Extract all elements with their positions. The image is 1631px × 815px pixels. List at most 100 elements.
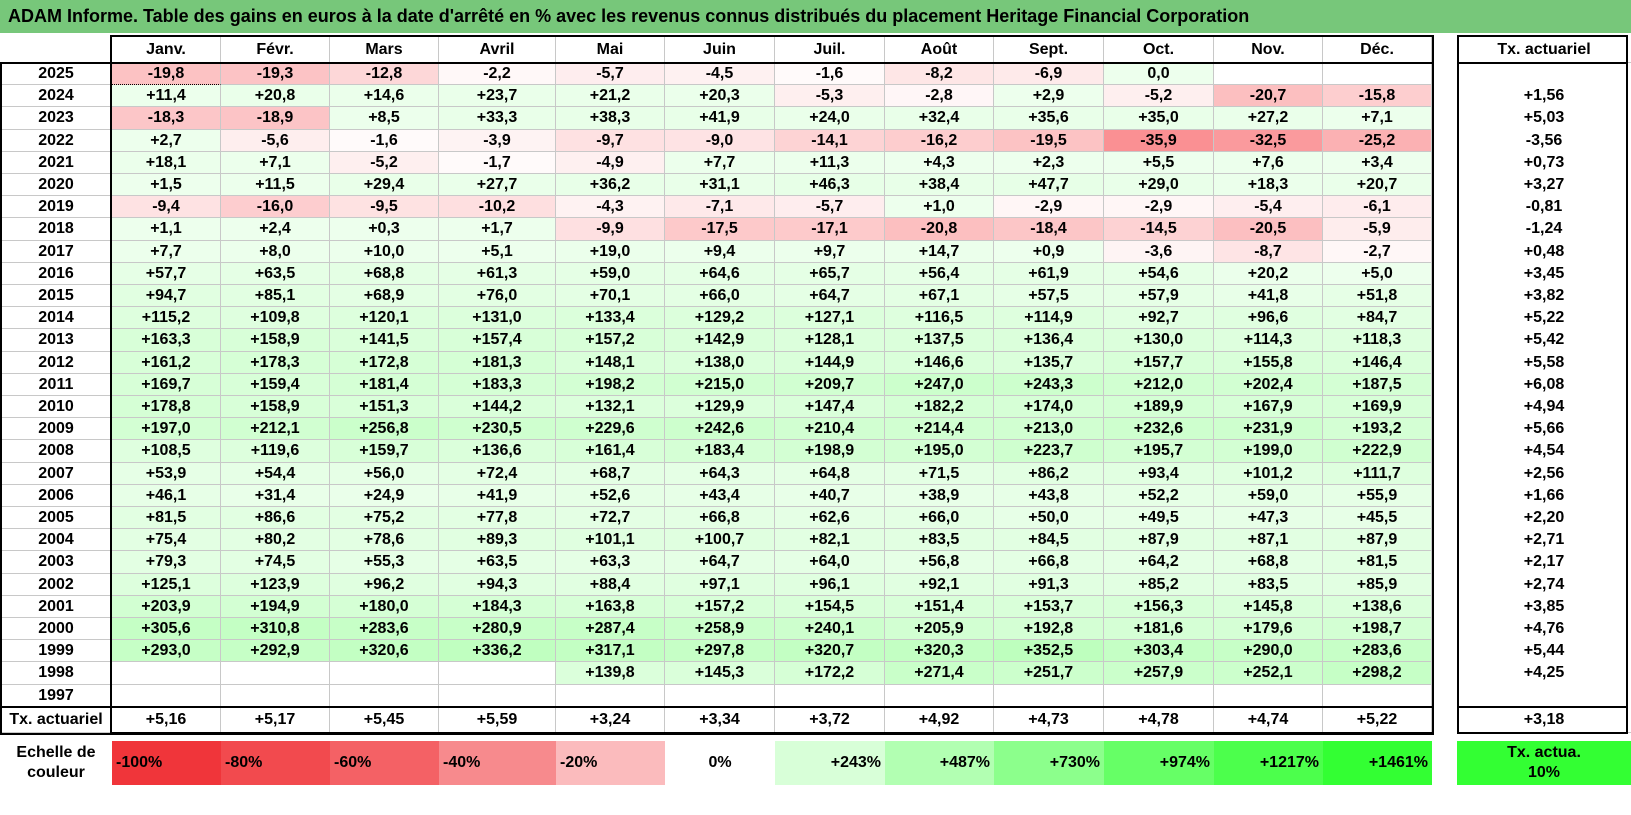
table-cell: +184,3 <box>439 595 556 618</box>
table-cell: +148,1 <box>556 351 665 374</box>
table-cell: -12,8 <box>330 63 439 86</box>
scale-swatch: -100% <box>112 741 221 785</box>
table-cell: +243,3 <box>994 373 1104 396</box>
table-cell: +1,5 <box>112 174 221 197</box>
row-year: 2019 <box>0 196 112 219</box>
scale-swatch: +1461% <box>1323 741 1432 785</box>
table-cell: +2,3 <box>994 151 1104 174</box>
table-cell: +144,9 <box>775 351 885 374</box>
month-header: Déc. <box>1323 37 1432 63</box>
table-cell: -32,5 <box>1214 129 1323 152</box>
table-cell: +169,9 <box>1323 396 1432 419</box>
table-cell: +2,9 <box>994 85 1104 108</box>
table-cell: +172,2 <box>775 662 885 685</box>
table-cell: +7,7 <box>112 240 221 263</box>
row-year: 2023 <box>0 107 112 130</box>
table-cell: +66,8 <box>665 507 775 530</box>
table-cell: +47,3 <box>1214 507 1323 530</box>
table-cell: +1,0 <box>885 196 994 219</box>
footer-value: +4,73 <box>994 707 1104 733</box>
table-cell: -19,8 <box>112 63 221 86</box>
table-cell: +129,2 <box>665 307 775 330</box>
table-cell: +66,0 <box>665 285 775 308</box>
table-cell: +136,6 <box>439 440 556 463</box>
table-cell: +252,1 <box>1214 662 1323 685</box>
table-cell: +283,6 <box>1323 640 1432 663</box>
table-cell: -25,2 <box>1323 129 1432 152</box>
table-cell: +11,3 <box>775 151 885 174</box>
footer-value: +5,16 <box>112 707 221 733</box>
footer-value: +4,78 <box>1104 707 1214 733</box>
rate-header: Tx. actuariel <box>1457 37 1631 63</box>
table-cell: +75,2 <box>330 507 439 530</box>
table-cell: +80,2 <box>221 529 330 552</box>
table-cell: +94,7 <box>112 285 221 308</box>
table-cell: +135,7 <box>994 351 1104 374</box>
month-header: Août <box>885 37 994 63</box>
row-rate: +3,85 <box>1523 597 1565 615</box>
table-cell <box>112 684 221 707</box>
table-cell: +20,3 <box>665 85 775 108</box>
table-cell <box>1323 684 1432 707</box>
table-cell: -2,9 <box>994 196 1104 219</box>
table-cell: -17,1 <box>775 218 885 241</box>
table-cell: +8,5 <box>330 107 439 130</box>
row-year: 1999 <box>0 640 112 663</box>
table-cell: +101,2 <box>1214 462 1323 485</box>
row-rate: -1,24 <box>1525 220 1563 238</box>
table-cell: +320,6 <box>330 640 439 663</box>
row-rate: +3,45 <box>1523 264 1565 282</box>
table-cell: +161,2 <box>112 351 221 374</box>
table-cell: +32,4 <box>885 107 994 130</box>
table-cell: -10,2 <box>439 196 556 219</box>
table-cell <box>221 684 330 707</box>
row-year: 2000 <box>0 618 112 641</box>
table-cell: +159,7 <box>330 440 439 463</box>
table-cell: +8,0 <box>221 240 330 263</box>
table-cell: +320,7 <box>775 640 885 663</box>
table-cell: +94,3 <box>439 573 556 596</box>
table-cell: +157,2 <box>665 595 775 618</box>
table-cell: +55,9 <box>1323 484 1432 507</box>
table-cell: +120,1 <box>330 307 439 330</box>
footer-value: +5,59 <box>439 707 556 733</box>
table-cell: +96,6 <box>1214 307 1323 330</box>
table-cell: +1,1 <box>112 218 221 241</box>
table-cell: +54,6 <box>1104 262 1214 285</box>
table-cell: -9,4 <box>112 196 221 219</box>
table-cell: +52,2 <box>1104 484 1214 507</box>
table-cell: +179,6 <box>1214 618 1323 641</box>
month-header: Mai <box>556 37 665 63</box>
row-rate: +2,71 <box>1523 531 1565 549</box>
table-cell: +57,7 <box>112 262 221 285</box>
table-cell: +68,9 <box>330 285 439 308</box>
table-cell: +136,4 <box>994 329 1104 352</box>
table-cell: +87,1 <box>1214 529 1323 552</box>
table-cell: +163,8 <box>556 595 665 618</box>
table-cell <box>112 662 221 685</box>
row-rate: +6,08 <box>1523 375 1565 393</box>
table-cell <box>556 684 665 707</box>
table-cell: +215,0 <box>665 373 775 396</box>
month-header: Avril <box>439 37 556 63</box>
table-cell: -2,9 <box>1104 196 1214 219</box>
table-cell: +151,3 <box>330 396 439 419</box>
table-cell: +159,4 <box>221 373 330 396</box>
table-cell: +85,2 <box>1104 573 1214 596</box>
scale-swatch: -20% <box>556 741 665 785</box>
row-rate: +3,82 <box>1523 287 1565 304</box>
table-cell: +38,4 <box>885 174 994 197</box>
table-cell: +181,4 <box>330 373 439 396</box>
table-cell: +292,9 <box>221 640 330 663</box>
table-cell: +116,5 <box>885 307 994 330</box>
table-cell: +38,9 <box>885 484 994 507</box>
table-cell: +199,0 <box>1214 440 1323 463</box>
table-cell: +53,9 <box>112 462 221 485</box>
table-cell: +86,2 <box>994 462 1104 485</box>
row-year: 2020 <box>0 174 112 197</box>
table-cell: +27,2 <box>1214 107 1323 130</box>
table-cell: +45,5 <box>1323 507 1432 530</box>
table-cell: +46,3 <box>775 174 885 197</box>
table-cell: -16,0 <box>221 196 330 219</box>
table-cell: -17,5 <box>665 218 775 241</box>
